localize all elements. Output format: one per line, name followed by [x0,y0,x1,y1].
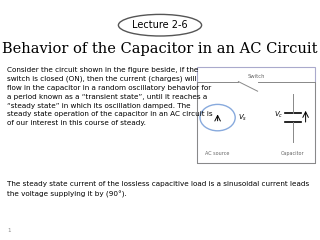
Text: Lecture 2-6: Lecture 2-6 [132,20,188,30]
Text: The steady state current of the lossless capacitive load is a sinusoidal current: The steady state current of the lossless… [7,181,309,198]
Text: Switch: Switch [247,74,265,79]
Text: Capacitor: Capacitor [281,151,305,156]
Text: Behavior of the Capacitor in an AC Circuit: Behavior of the Capacitor in an AC Circu… [2,42,318,56]
Text: 1: 1 [7,228,11,233]
Text: $V_c$: $V_c$ [274,110,283,120]
Text: AC source: AC source [205,151,230,156]
Text: Consider the circuit shown in the figure beside, if the
switch is closed (ON), t: Consider the circuit shown in the figure… [7,67,213,126]
Text: $V_s$: $V_s$ [238,113,248,123]
